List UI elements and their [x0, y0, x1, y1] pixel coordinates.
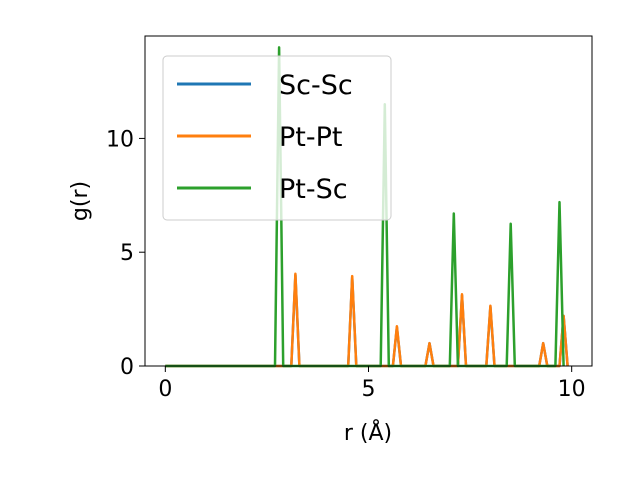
ticks: 0 5 10 0 5 10 — [106, 127, 586, 402]
y-axis-label: g(r) — [68, 181, 93, 221]
y-tick-label: 0 — [120, 355, 134, 380]
y-tick-label: 10 — [106, 127, 134, 152]
x-tick-label: 10 — [558, 377, 586, 402]
legend: Sc-Sc Pt-Pt Pt-Sc — [162, 55, 392, 221]
x-axis-label: r (Å) — [344, 419, 392, 446]
legend-label-pt-pt: Pt-Pt — [279, 122, 342, 153]
x-tick-label: 5 — [362, 377, 376, 402]
legend-box — [162, 55, 392, 221]
legend-label-sc-sc: Sc-Sc — [279, 70, 353, 101]
x-tick-label: 0 — [158, 377, 172, 402]
y-tick-label: 5 — [120, 241, 134, 266]
legend-label-pt-sc: Pt-Sc — [279, 174, 348, 205]
